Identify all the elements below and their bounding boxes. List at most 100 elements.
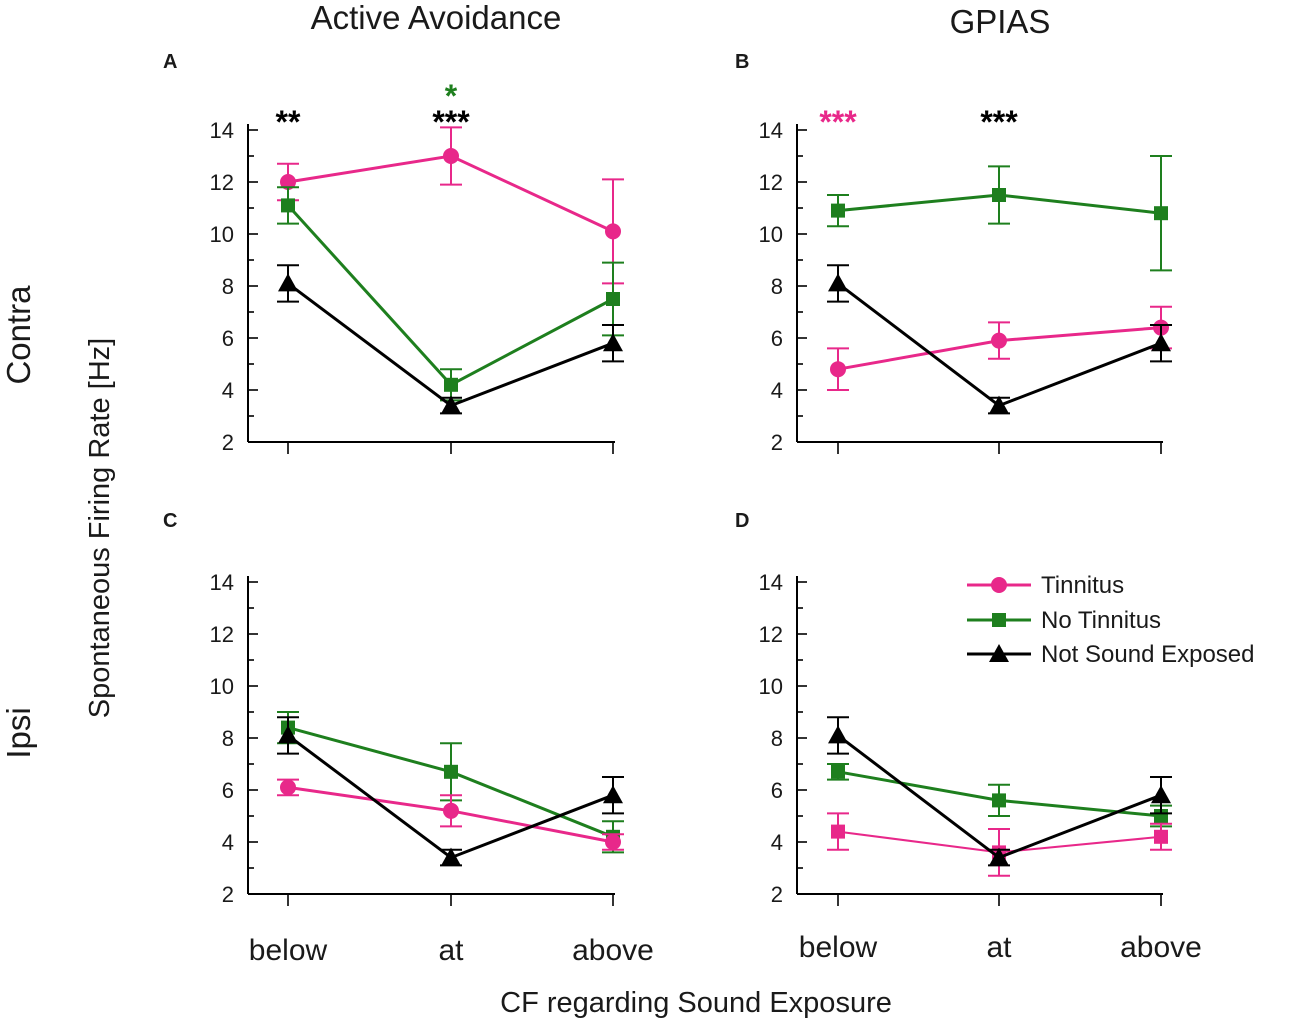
data-point (603, 333, 623, 352)
y-tick-label: 8 (771, 274, 783, 299)
series-tinnitus (277, 126, 624, 285)
y-tick-label: 14 (759, 570, 783, 595)
data-point (280, 779, 296, 796)
legend-item-not-sound-exposed: Not Sound Exposed (967, 641, 1254, 668)
series-no-tinnitus (827, 763, 1172, 828)
data-point (828, 273, 848, 292)
data-point (278, 725, 298, 744)
data-point (443, 148, 459, 164)
y-tick-label: 6 (222, 326, 234, 351)
data-point (1154, 206, 1168, 221)
legend-marker (992, 613, 1006, 627)
data-point (444, 764, 458, 779)
data-point (278, 273, 298, 292)
legend-item-tinnitus: Tinnitus (967, 572, 1124, 599)
series-no-tinnitus (277, 186, 624, 402)
panel-letter: A (163, 51, 177, 73)
significance-marker: *** (432, 104, 470, 140)
y-tick-label: 6 (222, 778, 234, 803)
panel-d: D 2 4 6 8 10 12 14 below at above (735, 510, 1202, 964)
data-point (444, 377, 458, 392)
data-point (605, 834, 621, 850)
data-point (280, 174, 296, 190)
data-point (992, 188, 1006, 202)
y-tick-label: 8 (222, 726, 234, 751)
y-tick-label: 12 (759, 622, 783, 647)
y-tick-label: 12 (210, 622, 234, 647)
series-no-tinnitus (827, 155, 1172, 272)
y-tick-label: 8 (771, 726, 783, 751)
series-not-sound-exposed (827, 716, 1172, 867)
panel-letter: D (735, 510, 749, 532)
panel-letter: C (163, 510, 177, 532)
y-tick-label: 14 (759, 118, 783, 143)
series-tinnitus (827, 305, 1172, 391)
legend-label: No Tinnitus (1041, 607, 1161, 634)
legend-item-no-tinnitus: No Tinnitus (967, 607, 1161, 634)
y-tick-label: 10 (759, 674, 783, 699)
y-tick-label: 4 (222, 830, 234, 855)
y-tick-label: 4 (222, 378, 234, 403)
legend-marker (989, 644, 1009, 662)
row-label-contra: Contra (0, 285, 37, 385)
data-point (1154, 829, 1168, 844)
panel-c: C 2 4 6 8 10 12 14 below at above (163, 510, 654, 967)
panel-b: B 2 4 6 8 10 12 14 *** *** (735, 51, 1172, 455)
row-label-ipsi: Ipsi (0, 707, 37, 758)
data-point (989, 395, 1009, 414)
data-point (831, 203, 845, 218)
legend: Tinnitus No Tinnitus Not Sound Exposed (967, 572, 1254, 668)
data-point (603, 785, 623, 804)
legend-marker (991, 577, 1007, 593)
y-tick-label: 2 (771, 430, 783, 455)
series-line (286, 204, 614, 387)
x-tick-label-above: above (1120, 931, 1202, 964)
y-axis-title: Spontaneous Firing Rate [Hz] (84, 338, 116, 718)
y-tick-label: 4 (771, 830, 783, 855)
significance-marker: * (445, 78, 458, 114)
data-point (831, 764, 845, 779)
y-tick-label: 2 (771, 882, 783, 907)
y-tick-label: 2 (222, 430, 234, 455)
data-point (1151, 333, 1171, 352)
y-tick-label: 8 (222, 274, 234, 299)
data-point (828, 725, 848, 744)
y-tick-label: 14 (210, 118, 234, 143)
y-tick-label: 6 (771, 778, 783, 803)
series-tinnitus (277, 778, 624, 851)
data-point (1151, 785, 1171, 804)
y-tick-label: 14 (210, 570, 234, 595)
x-axis-title: CF regarding Sound Exposure (500, 987, 892, 1019)
data-point (441, 395, 461, 414)
significance-marker: *** (980, 104, 1018, 140)
x-tick-label-below: below (799, 931, 878, 964)
series-no-tinnitus (277, 711, 624, 854)
y-tick-label: 10 (210, 674, 234, 699)
data-point (443, 802, 459, 819)
y-tick-label: 10 (210, 222, 234, 247)
data-point (441, 847, 461, 866)
series-not-sound-exposed (827, 264, 1172, 415)
data-point (281, 198, 295, 213)
significance-marker: *** (819, 104, 857, 140)
series-not-sound-exposed (277, 264, 624, 415)
x-tick-label-above: above (572, 934, 654, 967)
data-point (606, 292, 620, 306)
y-tick-label: 10 (759, 222, 783, 247)
data-point (605, 223, 621, 240)
series-tinnitus (827, 812, 1172, 877)
column-title-active-avoidance: Active Avoidance (311, 0, 562, 36)
y-tick-label: 12 (759, 170, 783, 195)
panel-letter: B (735, 51, 749, 73)
data-point (991, 332, 1007, 349)
column-title-gpias: GPIAS (950, 3, 1051, 40)
legend-label: Not Sound Exposed (1041, 641, 1254, 668)
data-point (992, 793, 1006, 808)
significance-marker: ** (276, 104, 301, 140)
series-not-sound-exposed (277, 716, 624, 867)
data-point (831, 824, 845, 839)
y-tick-label: 4 (771, 378, 783, 403)
data-point (830, 361, 846, 378)
